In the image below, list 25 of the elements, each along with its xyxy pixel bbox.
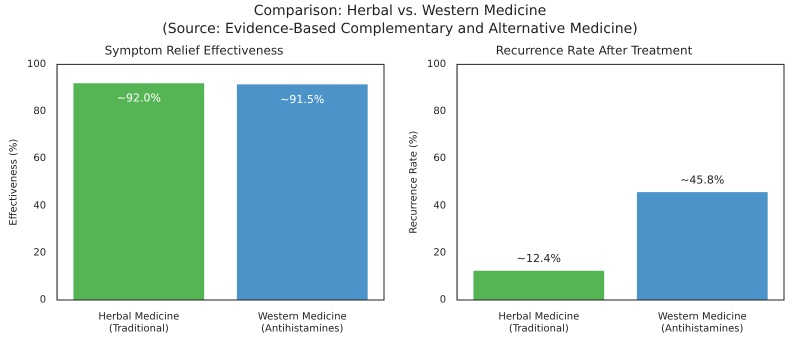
data-label: ~12.4% [516,252,561,266]
y-tick-label: 20 [433,247,446,258]
data-label: ~45.8% [680,173,724,186]
x-tick-label: Western Medicine (Antihistamines) [258,312,347,335]
y-tick-label: 0 [440,294,446,306]
y-tick-label: 80 [33,106,46,118]
text: Comparison: Herbal vs. Western Medicine (Source: Evidence-Based Complementary and Alternative Medicine) [161,2,639,38]
data-label: ~91.5% [280,92,324,106]
x-tick-label: Herbal Medicine (Traditional) [498,312,580,335]
y-axis-title: Recurrence Rate (%) [408,130,420,234]
chart-title: Recurrence Rate After Treatment [496,43,693,58]
y-tick-label: 100 [26,58,46,70]
y-tick-label: 80 [433,106,446,118]
y-axis-title: Effectiveness (%) [8,138,20,226]
x-tick-label: Herbal Medicine (Traditional) [98,312,180,335]
y-tick-label: 60 [33,153,46,164]
y-tick-label: 40 [433,200,446,212]
x-tick-label: Western Medicine (Antihistamines) [658,312,747,335]
data-label: ~92.0% [116,92,161,105]
y-tick-label: 60 [433,153,446,164]
y-tick-label: 100 [426,58,446,70]
y-tick-label: 40 [33,200,46,212]
chart-title: Symptom Relief Effectiveness [104,43,284,58]
y-tick-label: 0 [40,294,46,306]
y-tick-label: 20 [33,247,46,258]
